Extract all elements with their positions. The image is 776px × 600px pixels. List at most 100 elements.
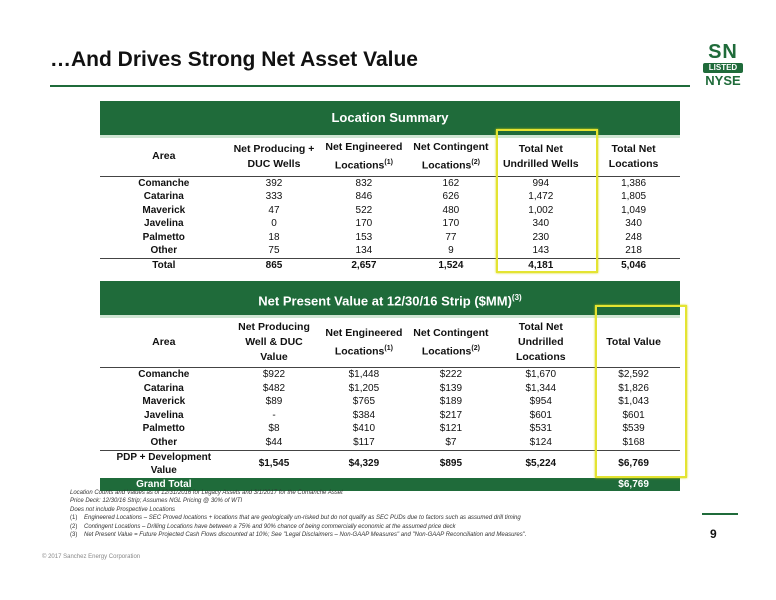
cell-area: Catarina: [143, 382, 184, 394]
header-net-engineered: Net Engineered Locations(1): [325, 141, 403, 172]
cell-value: $384: [352, 409, 376, 421]
cell-value: 333: [265, 191, 283, 203]
cell-area: Other: [150, 245, 178, 257]
cell-value: $168: [622, 436, 645, 448]
cell-value: 340: [625, 218, 642, 230]
table-row: Palmetto 18 153 77 230 248: [100, 231, 680, 245]
cell-value: $1,826: [618, 382, 649, 394]
table-row: Comanche 392 832 162 994 1,386: [100, 176, 680, 190]
cell-value: 1,805: [621, 191, 647, 203]
cell-value: 846: [355, 191, 373, 203]
cell-area: PDP + Development Value: [116, 451, 212, 477]
page-number: 9: [710, 527, 717, 541]
cell-value: $217: [439, 409, 463, 421]
footnote-item: (3) Net Present Value = Future Projected …: [70, 532, 527, 539]
cell-area: Total: [152, 260, 176, 272]
cell-value: 47: [268, 204, 280, 216]
cell-value: $1,448: [348, 369, 380, 380]
cell-value: $765: [352, 396, 376, 408]
highlight-undrilled-wells: [496, 129, 598, 273]
header-total-value: Total Value: [606, 336, 661, 348]
cell-value: 994: [532, 177, 550, 189]
cell-value: $189: [439, 396, 463, 408]
cell-value: 134: [355, 245, 373, 257]
total-row: Total 865 2,657 1,524 4,181 5,046: [100, 258, 680, 273]
table-row: Catarina 333 846 626 1,472 1,805: [100, 190, 680, 204]
cell-area: Palmetto: [142, 423, 185, 435]
cell-value: 5,046: [621, 260, 647, 272]
header-net-contingent: Net Contingent Locations(2): [413, 326, 489, 358]
header-net-producing: Net Producing + DUC Wells: [233, 142, 315, 170]
table-row: Catarina $482 $1,205 $139 $1,344 $1,826: [100, 382, 680, 396]
cell-value: $531: [529, 423, 552, 435]
cell-value: $539: [622, 423, 645, 435]
cell-area: Catarina: [143, 191, 184, 203]
cell-empty: [320, 477, 408, 492]
page-title: …And Drives Strong Net Asset Value: [50, 48, 418, 71]
cell-value: $44: [265, 436, 283, 448]
cell-value: 340: [532, 218, 550, 230]
cell-value: 9: [448, 245, 454, 257]
cell-empty: [407, 477, 495, 492]
cell-value: 1,049: [621, 204, 647, 216]
cell-value: 1,472: [528, 191, 554, 203]
footnote-item: (1) Engineered Locations – SEC Proved loc…: [70, 515, 521, 522]
cell-area: Javelina: [144, 409, 184, 421]
cell-value: 170: [355, 218, 373, 230]
footnotes: Location Counts and Values as of 12/31/2…: [70, 489, 690, 539]
cell-value: 75: [268, 245, 280, 257]
title-divider: [50, 85, 690, 87]
cell-value: $1,545: [258, 458, 290, 470]
footnote-line: Location Counts and Values as of 12/31/2…: [70, 490, 343, 496]
cell-value: 162: [442, 177, 460, 189]
cell-value: 170: [442, 218, 460, 230]
header-total-net-locations: Total Net Locations: [608, 142, 659, 170]
cell-area: Other: [150, 436, 178, 448]
cell-value: 248: [625, 231, 642, 243]
cell-value: 1,386: [621, 177, 647, 189]
cell-value: 626: [442, 191, 460, 203]
cell-area: Comanche: [138, 369, 190, 380]
cell-value: 153: [355, 231, 373, 243]
table-row: Comanche $922 $1,448 $222 $1,670 $2,592: [100, 368, 680, 382]
logo-nyse-text: NYSE: [705, 73, 741, 88]
cell-value: 865: [265, 260, 283, 272]
cell-value: $410: [352, 423, 376, 435]
grand-total-row: Grand Total $6,769: [100, 477, 680, 492]
highlight-total-value: [595, 305, 687, 478]
logo-listed-text: LISTED: [703, 63, 743, 73]
location-summary-panel: Location Summary Area Net Producing + DU…: [100, 101, 680, 273]
cell-value: 77: [445, 231, 457, 243]
table-row: Javelina - $384 $217 $601 $601: [100, 409, 680, 423]
cell-area: Comanche: [138, 177, 190, 189]
table-header-row: Area Net Producing Well & DUC Value Net …: [100, 318, 680, 368]
cell-value: 832: [355, 177, 373, 189]
npv-title: Net Present Value at 12/30/16 Strip ($MM…: [100, 281, 680, 318]
header-total-undrilled: Total Net Undrilled Wells: [502, 142, 579, 170]
cell-value: $5,224: [525, 458, 557, 470]
cell-value: 392: [265, 177, 283, 189]
cell-value: 1,002: [528, 204, 554, 216]
header-net-engineered: Net Engineered Locations(1): [325, 326, 403, 358]
footnote-line: Price Deck: 12/30/16 Strip; Assumes NGL …: [70, 498, 243, 505]
cell-value: $895: [439, 458, 463, 470]
header-area: Area: [152, 150, 176, 163]
cell-value: $601: [622, 409, 645, 421]
cell-value: $482: [262, 382, 286, 394]
location-summary-table: Area Net Producing + DUC Wells Net Engin…: [100, 138, 680, 273]
header-net-producing-value: Net Producing Well & DUC Value: [238, 321, 310, 363]
table-row: Palmetto $8 $410 $121 $531 $539: [100, 422, 680, 436]
cell-value: -: [272, 409, 276, 421]
cell-value: $2,592: [618, 369, 649, 380]
cell-value: $6,769: [587, 477, 680, 492]
cell-value: $954: [529, 396, 552, 408]
cell-value: $1,670: [525, 369, 557, 380]
cell-area: Grand Total: [100, 477, 228, 492]
location-summary-title: Location Summary: [100, 101, 680, 138]
copyright: © 2017 Sanchez Energy Corporation: [42, 554, 141, 560]
cell-value: 1,524: [438, 260, 464, 272]
footnote-item: (2) Contingent Locations – Drilling Locat…: [70, 523, 456, 530]
page-number-rule: [702, 513, 738, 515]
npv-table: Area Net Producing Well & DUC Value Net …: [100, 318, 680, 492]
cell-value: $89: [265, 396, 283, 408]
